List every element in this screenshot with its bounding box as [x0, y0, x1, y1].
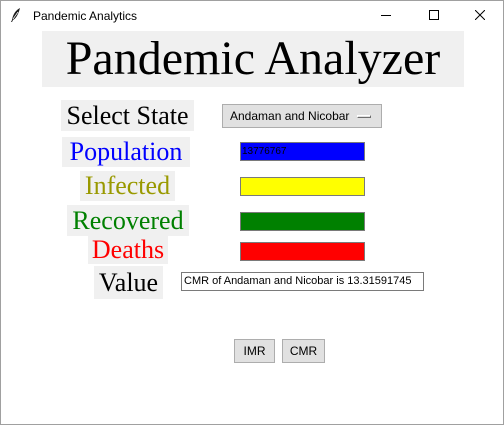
title-bar[interactable]: Pandemic Analytics [1, 1, 503, 31]
maximize-button[interactable] [411, 1, 457, 31]
infected-label: Infected [80, 171, 175, 201]
deaths-field[interactable] [240, 242, 365, 261]
cmr-button[interactable]: CMR [282, 339, 325, 363]
select-state-label: Select State [61, 100, 194, 131]
population-label: Population [62, 137, 190, 167]
infected-field[interactable] [240, 177, 365, 196]
population-field[interactable]: 13776767 [240, 142, 365, 161]
recovered-field[interactable] [240, 212, 365, 231]
window-title: Pandemic Analytics [33, 9, 137, 23]
maximize-icon [429, 7, 439, 25]
value-label: Value [94, 266, 163, 299]
minimize-icon [381, 7, 391, 25]
close-button[interactable] [457, 1, 503, 31]
imr-button[interactable]: IMR [234, 339, 275, 363]
feather-icon [9, 7, 23, 23]
minimize-button[interactable] [363, 1, 409, 31]
state-dropdown-value: Andaman and Nicobar [230, 109, 349, 123]
state-dropdown[interactable]: Andaman and Nicobar [222, 104, 382, 128]
page-title: Pandemic Analyzer [42, 31, 464, 87]
close-icon [475, 7, 485, 25]
recovered-label: Recovered [67, 205, 189, 236]
dropdown-indicator-icon [357, 115, 371, 118]
deaths-label: Deaths [88, 236, 168, 264]
value-output-field[interactable]: CMR of Andaman and Nicobar is 13.3159174… [181, 272, 424, 291]
